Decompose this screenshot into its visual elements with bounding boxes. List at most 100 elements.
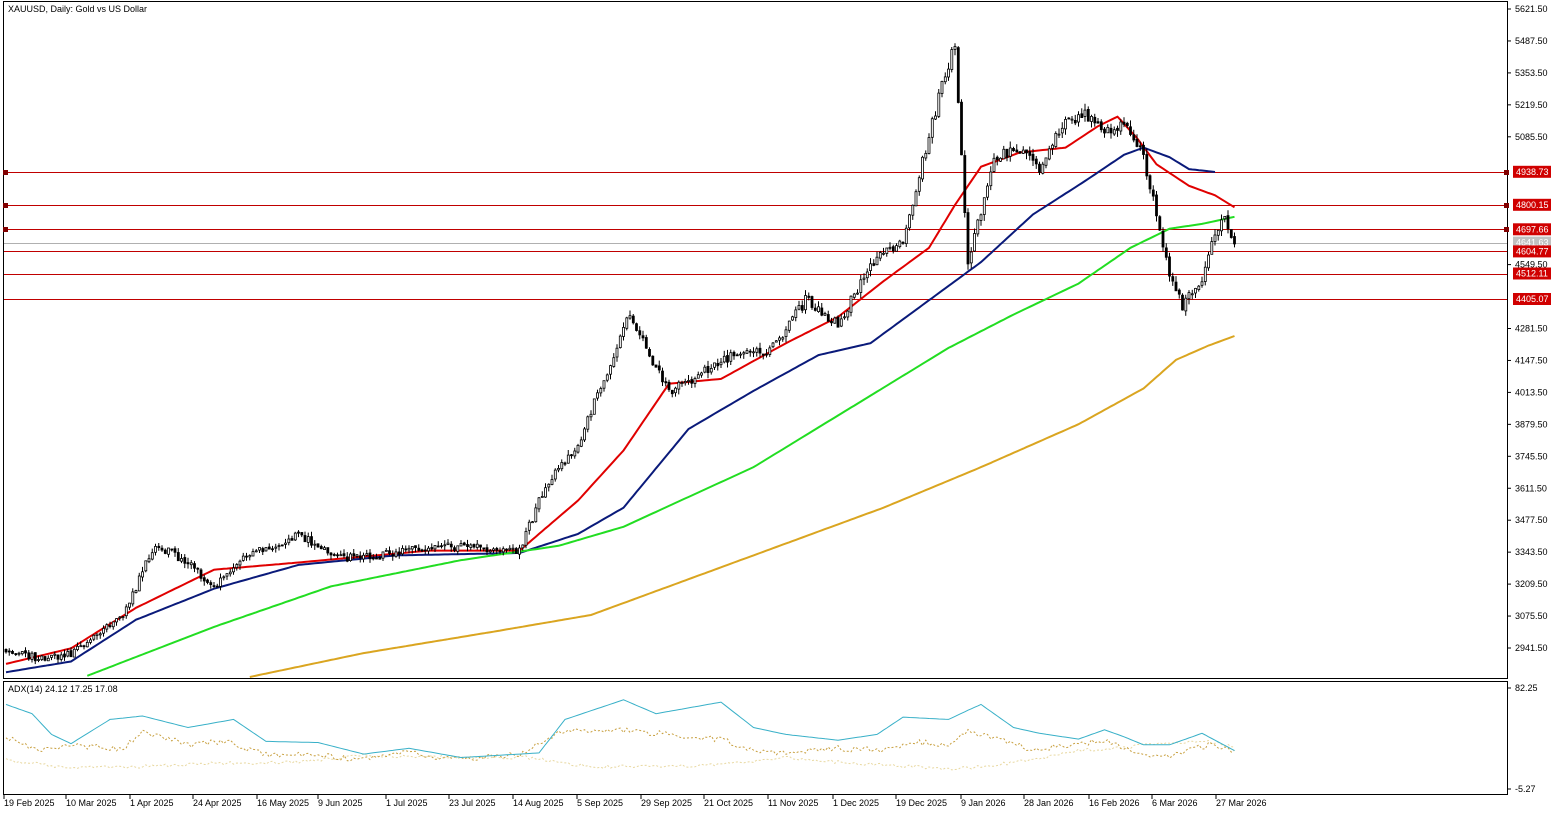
candle bbox=[566, 450, 570, 464]
candle bbox=[1038, 161, 1041, 175]
candle-body bbox=[524, 531, 528, 546]
candle bbox=[693, 376, 697, 388]
candle bbox=[1213, 229, 1217, 246]
candle bbox=[748, 349, 752, 357]
level-anchor-0[interactable] bbox=[3, 170, 8, 175]
candle-body bbox=[89, 639, 92, 643]
candle-body bbox=[836, 316, 840, 328]
candle bbox=[69, 647, 73, 658]
candle bbox=[89, 637, 92, 645]
candle-body bbox=[4, 649, 8, 653]
candle bbox=[1018, 151, 1022, 154]
candle-body bbox=[1057, 133, 1061, 136]
candle-body bbox=[1171, 276, 1175, 282]
candle bbox=[284, 538, 287, 549]
date-tick-label: 24 Apr 2025 bbox=[193, 798, 242, 808]
candle-body bbox=[394, 551, 398, 557]
candle-body bbox=[882, 252, 885, 255]
price-tick-label: 4013.50 bbox=[1515, 387, 1548, 397]
candle bbox=[826, 310, 830, 322]
candle bbox=[908, 213, 911, 231]
candle bbox=[251, 548, 255, 557]
candle-body bbox=[1099, 121, 1103, 131]
candle bbox=[791, 315, 794, 321]
candle-body bbox=[547, 483, 551, 488]
candle-body bbox=[1168, 256, 1171, 277]
candle-body bbox=[378, 557, 382, 560]
candle bbox=[37, 655, 40, 663]
date-tick-label: 11 Nov 2025 bbox=[768, 798, 818, 808]
candle-body bbox=[862, 277, 866, 280]
candle-body bbox=[1116, 127, 1119, 131]
candle-body bbox=[732, 351, 736, 357]
candle bbox=[924, 150, 928, 161]
candle-body bbox=[960, 101, 963, 156]
candle-body bbox=[128, 602, 131, 608]
candle-body bbox=[950, 49, 954, 70]
candle bbox=[563, 461, 567, 467]
candle bbox=[24, 647, 27, 658]
candle-body bbox=[167, 547, 170, 555]
candle bbox=[33, 652, 37, 665]
indicator-plot-frame bbox=[3, 681, 1508, 795]
candle-body bbox=[1106, 127, 1110, 134]
level-anchor-2[interactable] bbox=[3, 227, 8, 232]
candle bbox=[609, 364, 612, 380]
candle bbox=[696, 371, 700, 379]
candle-body bbox=[375, 557, 378, 560]
candle-body bbox=[531, 521, 534, 524]
candle-body bbox=[27, 652, 31, 660]
level-anchor-right-2[interactable] bbox=[1504, 227, 1509, 232]
candle bbox=[336, 552, 339, 558]
candle bbox=[862, 273, 866, 286]
candle bbox=[820, 303, 824, 317]
level-anchor-right-1[interactable] bbox=[1504, 203, 1509, 208]
candle bbox=[456, 545, 460, 555]
candle bbox=[677, 380, 681, 395]
candle-body bbox=[781, 337, 785, 340]
candle bbox=[901, 241, 905, 245]
candle-body bbox=[937, 92, 941, 117]
candle-body bbox=[1226, 215, 1230, 230]
candle bbox=[527, 519, 531, 535]
candle bbox=[449, 541, 453, 552]
candle-body bbox=[716, 362, 720, 367]
candle bbox=[228, 568, 232, 577]
candle-body bbox=[602, 380, 606, 389]
price-tag-6: 4405.07 bbox=[1513, 293, 1551, 305]
candle bbox=[976, 218, 980, 237]
candle bbox=[423, 545, 427, 555]
level-anchor-right-0[interactable] bbox=[1504, 170, 1509, 175]
candle-body bbox=[277, 545, 281, 547]
candle-body bbox=[475, 543, 479, 548]
candle-body bbox=[144, 560, 148, 572]
candle bbox=[989, 166, 993, 191]
candle-body bbox=[482, 547, 486, 550]
candle bbox=[1090, 114, 1093, 128]
candle-body bbox=[696, 374, 700, 379]
candle bbox=[381, 551, 385, 561]
price-tag-box bbox=[1513, 267, 1551, 280]
candle-body bbox=[1044, 157, 1048, 166]
candle-body bbox=[469, 544, 473, 548]
candle bbox=[30, 651, 34, 663]
candle-body bbox=[553, 469, 557, 480]
level-anchor-1[interactable] bbox=[3, 203, 8, 208]
candle bbox=[303, 531, 307, 543]
candle bbox=[898, 239, 902, 249]
candle-body bbox=[573, 450, 577, 457]
candle-body bbox=[397, 551, 401, 555]
ma-line-1 bbox=[5, 146, 1216, 674]
candle-body bbox=[183, 557, 187, 564]
candle-body bbox=[771, 342, 775, 348]
candle-body bbox=[319, 546, 323, 550]
candle bbox=[1099, 119, 1103, 133]
candle-body bbox=[1073, 120, 1077, 124]
candle-body bbox=[976, 219, 980, 235]
candle bbox=[118, 616, 122, 621]
candle-body bbox=[14, 653, 18, 655]
candle-body bbox=[1207, 254, 1210, 269]
candle bbox=[397, 547, 401, 559]
candle bbox=[1116, 125, 1119, 137]
